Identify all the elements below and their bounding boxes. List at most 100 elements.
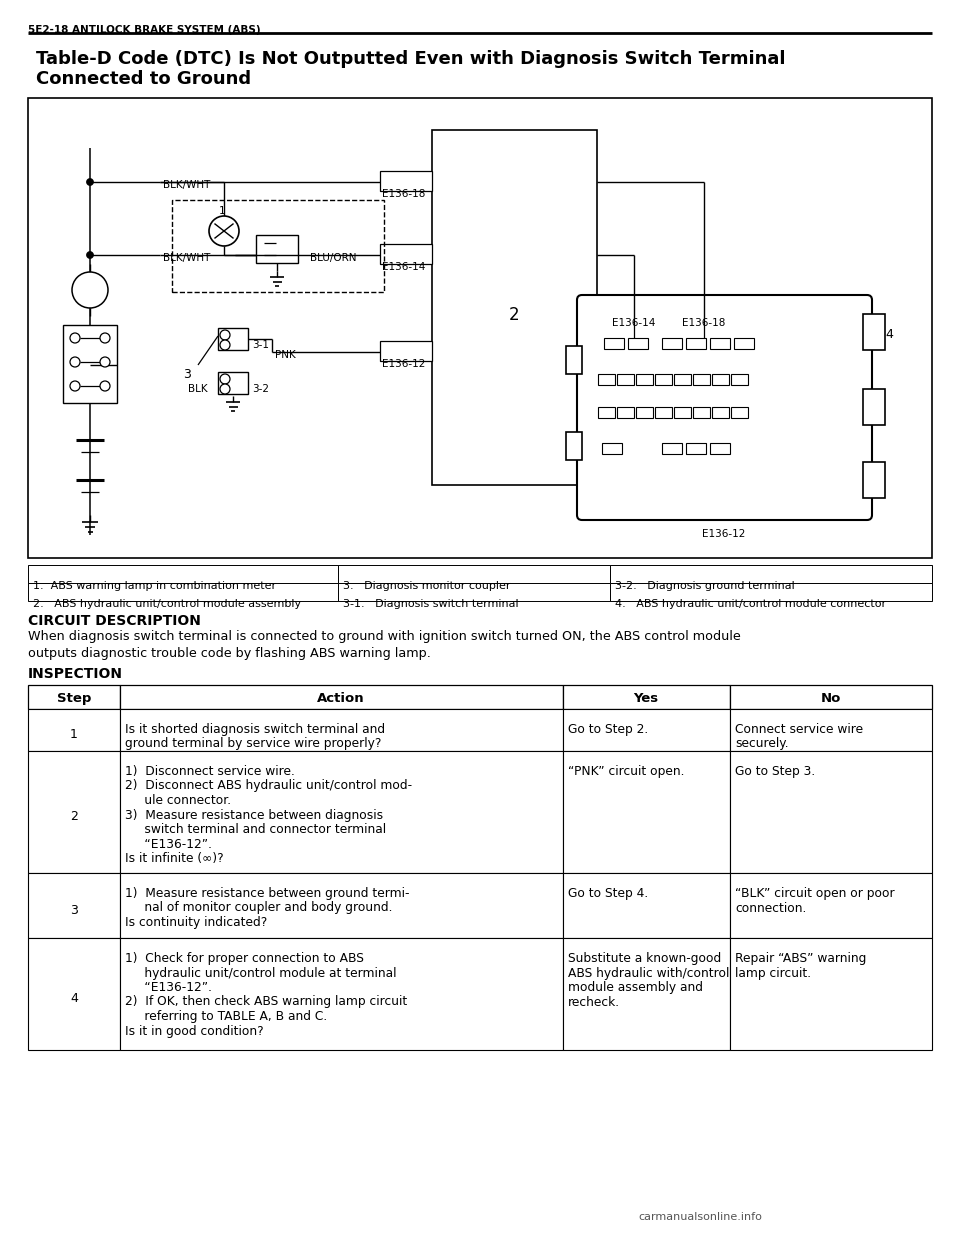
Text: Is it infinite (∞)?: Is it infinite (∞)? [125, 852, 224, 864]
Bar [604, 338, 624, 350]
Circle shape [86, 252, 93, 258]
Text: E136-12: E136-12 [382, 359, 425, 369]
Bar [617, 408, 634, 417]
Text: 4: 4 [885, 329, 893, 341]
Circle shape [220, 340, 230, 350]
Bar [662, 338, 682, 350]
Text: “E136-12”.: “E136-12”. [125, 981, 212, 994]
Text: 3-2.   Diagnosis ground terminal: 3-2. Diagnosis ground terminal [615, 580, 795, 592]
Bar [380, 170, 432, 191]
Bar [563, 873, 730, 939]
Text: BLU/ORN: BLU/ORN [310, 253, 356, 263]
Bar [566, 432, 582, 459]
Bar [256, 235, 298, 263]
Text: connection.: connection. [735, 902, 806, 914]
Text: 3.   Diagnosis monitor coupler: 3. Diagnosis monitor coupler [343, 580, 511, 592]
Bar [674, 408, 691, 417]
Text: 2.   ABS hydraulic unit/control module assembly: 2. ABS hydraulic unit/control module ass… [33, 599, 301, 609]
Text: BLK: BLK [188, 384, 207, 394]
Text: Substitute a known-good: Substitute a known-good [568, 952, 721, 965]
Text: ule connector.: ule connector. [125, 794, 231, 806]
Text: ground terminal by service wire properly?: ground terminal by service wire properly… [125, 737, 381, 751]
Text: 2)  Disconnect ABS hydraulic unit/control mod-: 2) Disconnect ABS hydraulic unit/control… [125, 779, 412, 793]
Text: hydraulic unit/control module at terminal: hydraulic unit/control module at termina… [125, 967, 396, 979]
Bar [655, 408, 672, 417]
Bar [655, 374, 672, 385]
Text: 3-2: 3-2 [252, 384, 269, 394]
Bar [563, 751, 730, 873]
Bar [636, 408, 653, 417]
Text: 3-1.   Diagnosis switch terminal: 3-1. Diagnosis switch terminal [343, 599, 518, 609]
Text: 1)  Measure resistance between ground termi-: 1) Measure resistance between ground ter… [125, 887, 410, 900]
Bar [28, 583, 338, 601]
Text: 1)  Disconnect service wire.: 1) Disconnect service wire. [125, 764, 295, 778]
Text: 5E2-18 ANTILOCK BRAKE SYSTEM (ABS): 5E2-18 ANTILOCK BRAKE SYSTEM (ABS) [28, 25, 260, 35]
Circle shape [70, 382, 80, 391]
Bar [610, 583, 932, 601]
Text: 1: 1 [70, 729, 78, 741]
Circle shape [220, 374, 230, 384]
Text: Repair “ABS” warning: Repair “ABS” warning [735, 952, 866, 965]
Circle shape [209, 216, 239, 246]
Bar [674, 374, 691, 385]
Bar [686, 443, 706, 454]
Circle shape [70, 357, 80, 367]
Bar [730, 709, 932, 751]
Text: 2: 2 [509, 306, 519, 324]
Circle shape [220, 384, 230, 394]
Text: Table-D Code (DTC) Is Not Outputted Even with Diagnosis Switch Terminal: Table-D Code (DTC) Is Not Outputted Even… [36, 49, 785, 68]
Text: E136-12: E136-12 [703, 529, 746, 538]
Text: ABS hydraulic with/control: ABS hydraulic with/control [568, 967, 730, 979]
Bar [863, 462, 885, 498]
Bar [610, 564, 932, 583]
Bar [120, 709, 563, 751]
Bar [731, 408, 748, 417]
Bar [218, 329, 248, 350]
Bar [602, 443, 622, 454]
Text: CIRCUIT DESCRIPTION: CIRCUIT DESCRIPTION [28, 614, 201, 629]
Text: 2)  If OK, then check ABS warning lamp circuit: 2) If OK, then check ABS warning lamp ci… [125, 995, 407, 1009]
Text: 1: 1 [219, 206, 226, 216]
Circle shape [72, 272, 108, 308]
Text: E136-14: E136-14 [612, 317, 656, 329]
Text: Is continuity indicated?: Is continuity indicated? [125, 916, 267, 929]
Bar [730, 751, 932, 873]
Bar [731, 374, 748, 385]
Bar [563, 939, 730, 1050]
Text: Is it shorted diagnosis switch terminal and: Is it shorted diagnosis switch terminal … [125, 722, 385, 736]
Bar [598, 374, 615, 385]
Bar [172, 200, 384, 291]
Text: When diagnosis switch terminal is connected to ground with ignition switch turne: When diagnosis switch terminal is connec… [28, 630, 741, 643]
Bar [28, 564, 338, 583]
Bar [28, 751, 120, 873]
Bar [566, 346, 582, 374]
Text: E136-14: E136-14 [382, 262, 425, 272]
Text: Is it in good condition?: Is it in good condition? [125, 1025, 264, 1037]
Bar [686, 338, 706, 350]
Text: 3: 3 [70, 904, 78, 916]
Bar [712, 374, 729, 385]
Bar [628, 338, 648, 350]
Text: switch terminal and connector terminal: switch terminal and connector terminal [125, 823, 386, 836]
Text: 1.  ABS warning lamp in combination meter: 1. ABS warning lamp in combination meter [33, 580, 276, 592]
Circle shape [100, 382, 110, 391]
Bar [730, 939, 932, 1050]
Text: BLK/WHT: BLK/WHT [163, 180, 210, 190]
Bar [218, 372, 248, 394]
Bar [63, 325, 117, 403]
FancyBboxPatch shape [577, 295, 872, 520]
Bar [28, 98, 932, 558]
Bar [338, 564, 610, 583]
Bar [380, 245, 432, 264]
Text: PNK: PNK [275, 350, 296, 359]
Text: “BLK” circuit open or poor: “BLK” circuit open or poor [735, 887, 895, 900]
Circle shape [100, 333, 110, 343]
Text: Yes: Yes [634, 692, 659, 705]
Text: 4: 4 [70, 993, 78, 1005]
Bar [28, 685, 120, 709]
Text: E136-18: E136-18 [382, 189, 425, 199]
Bar [120, 939, 563, 1050]
Text: 2: 2 [70, 810, 78, 824]
Bar [563, 685, 730, 709]
Bar [120, 873, 563, 939]
